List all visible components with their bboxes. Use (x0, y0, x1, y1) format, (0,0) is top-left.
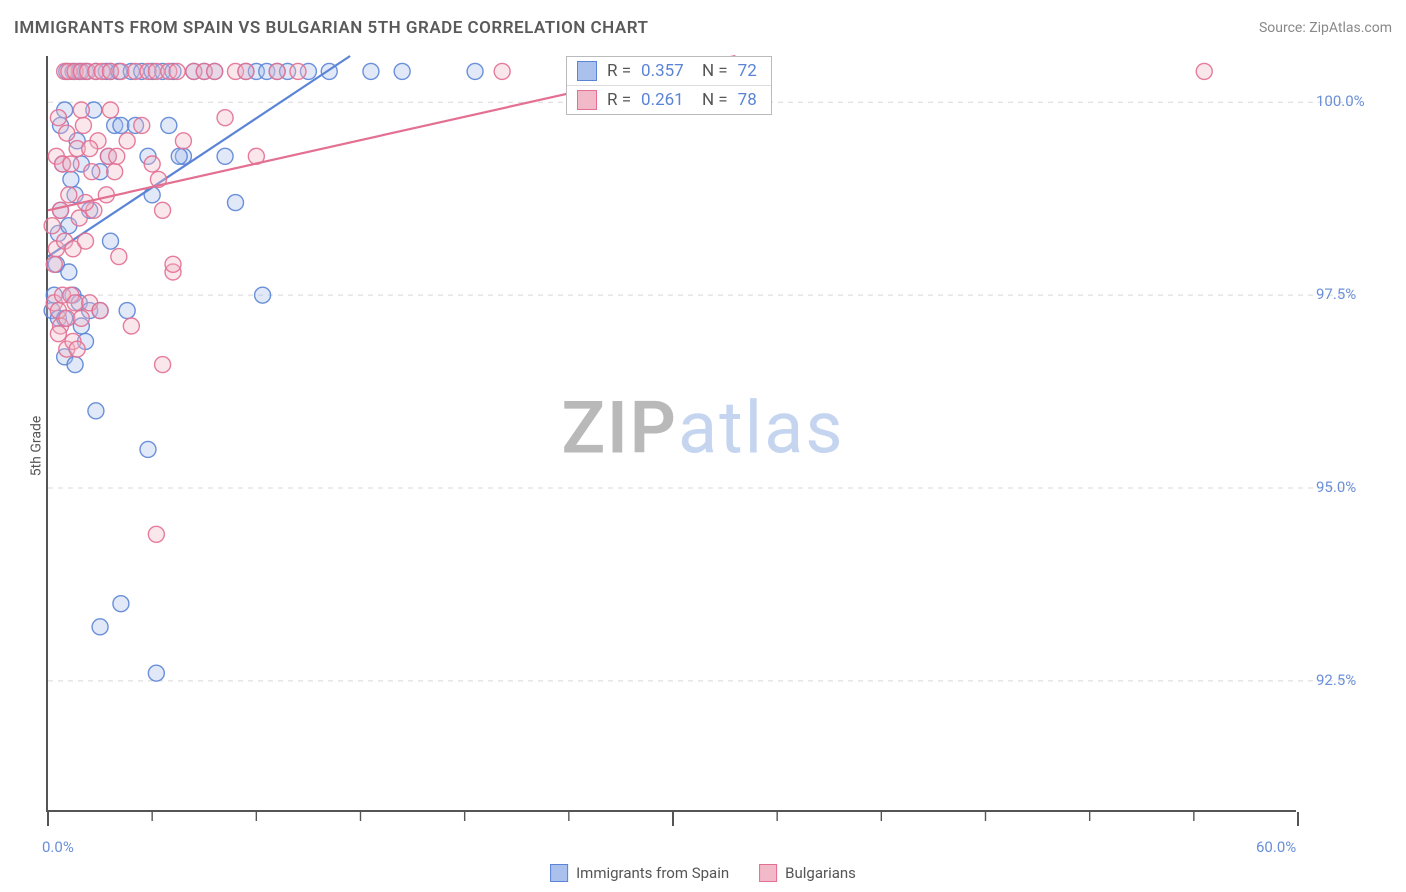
data-point-bulgarians (92, 303, 108, 319)
data-point-bulgarians (67, 295, 83, 311)
stats-row-bulgarians: R = 0.261 N = 78 (567, 86, 771, 114)
data-point-bulgarians (69, 341, 85, 357)
plot-area (46, 56, 1296, 812)
data-point-bulgarians (238, 63, 254, 79)
data-point-bulgarians (107, 164, 123, 180)
r-label: R = (607, 90, 631, 110)
y-tick-label: 95.0% (1316, 478, 1356, 496)
data-point-bulgarians (217, 110, 233, 126)
data-point-spain (61, 264, 77, 280)
data-point-bulgarians (123, 318, 139, 334)
data-point-bulgarians (50, 326, 66, 342)
data-point-spain (113, 117, 129, 133)
data-point-bulgarians (103, 102, 119, 118)
legend-label-spain: Immigrants from Spain (576, 864, 729, 882)
data-point-spain (255, 287, 271, 303)
n-label: N = (698, 61, 728, 81)
data-point-bulgarians (75, 117, 91, 133)
x-tick-label: 60.0% (1256, 838, 1296, 856)
r-value-bulgarians: 0.261 (641, 90, 684, 110)
data-point-bulgarians (46, 256, 62, 272)
data-point-bulgarians (61, 187, 77, 203)
chart-header: IMMIGRANTS FROM SPAIN VS BULGARIAN 5TH G… (14, 18, 1392, 38)
data-point-spain (161, 117, 177, 133)
r-label: R = (607, 61, 631, 81)
stats-row-spain: R = 0.357 N = 72 (567, 57, 771, 86)
data-point-bulgarians (53, 202, 69, 218)
data-point-spain (92, 619, 108, 635)
n-label: N = (698, 90, 728, 110)
data-point-spain (217, 148, 233, 164)
data-point-bulgarians (59, 310, 75, 326)
data-point-spain (363, 63, 379, 79)
n-value-bulgarians: 78 (738, 90, 757, 110)
data-point-bulgarians (119, 133, 135, 149)
data-point-bulgarians (290, 63, 306, 79)
data-point-spain (119, 303, 135, 319)
data-point-bulgarians (207, 63, 223, 79)
data-point-bulgarians (269, 63, 285, 79)
legend-item-spain: Immigrants from Spain (550, 864, 729, 882)
data-point-spain (228, 195, 244, 211)
data-point-bulgarians (111, 249, 127, 265)
data-point-bulgarians (1196, 63, 1212, 79)
data-point-bulgarians (59, 125, 75, 141)
legend-swatch-bulgarians (577, 90, 597, 110)
data-point-bulgarians (148, 526, 164, 542)
data-point-bulgarians (84, 164, 100, 180)
data-point-bulgarians (165, 256, 181, 272)
data-point-bulgarians (78, 233, 94, 249)
data-point-spain (467, 63, 483, 79)
data-point-bulgarians (63, 156, 79, 172)
data-point-bulgarians (82, 141, 98, 157)
r-value-spain: 0.357 (641, 61, 684, 81)
data-point-bulgarians (73, 102, 89, 118)
legend-label-bulgarians: Bulgarians (785, 864, 856, 882)
data-point-bulgarians (144, 156, 160, 172)
legend-swatch-spain (550, 864, 568, 882)
data-point-bulgarians (175, 133, 191, 149)
data-point-spain (103, 233, 119, 249)
chart-source: Source: ZipAtlas.com (1259, 20, 1392, 36)
legend-swatch-bulgarians (759, 864, 777, 882)
data-point-bulgarians (113, 63, 129, 79)
y-tick-label: 97.5% (1316, 285, 1356, 303)
data-point-spain (171, 148, 187, 164)
data-point-bulgarians (71, 210, 87, 226)
data-point-spain (148, 665, 164, 681)
data-point-spain (113, 596, 129, 612)
data-point-bulgarians (494, 63, 510, 79)
n-value-spain: 72 (738, 61, 757, 81)
chart-title: IMMIGRANTS FROM SPAIN VS BULGARIAN 5TH G… (14, 18, 648, 38)
bottom-legend: Immigrants from Spain Bulgarians (550, 864, 856, 882)
data-point-bulgarians (155, 202, 171, 218)
data-point-spain (67, 357, 83, 373)
data-point-bulgarians (169, 63, 185, 79)
data-point-bulgarians (73, 310, 89, 326)
data-point-spain (63, 171, 79, 187)
y-tick-label: 92.5% (1316, 671, 1356, 689)
x-tick-label: 0.0% (42, 838, 74, 856)
y-axis-label: 5th Grade (28, 416, 44, 477)
data-point-bulgarians (44, 218, 60, 234)
data-point-bulgarians (134, 117, 150, 133)
data-point-bulgarians (155, 357, 171, 373)
y-tick-label: 100.0% (1316, 92, 1365, 110)
data-point-spain (140, 441, 156, 457)
data-point-spain (394, 63, 410, 79)
correlation-stats-box: R = 0.357 N = 72 R = 0.261 N = 78 (566, 56, 772, 115)
data-point-bulgarians (109, 148, 125, 164)
data-point-spain (88, 403, 104, 419)
legend-item-bulgarians: Bulgarians (759, 864, 856, 882)
data-point-bulgarians (50, 110, 66, 126)
legend-swatch-spain (577, 61, 597, 81)
